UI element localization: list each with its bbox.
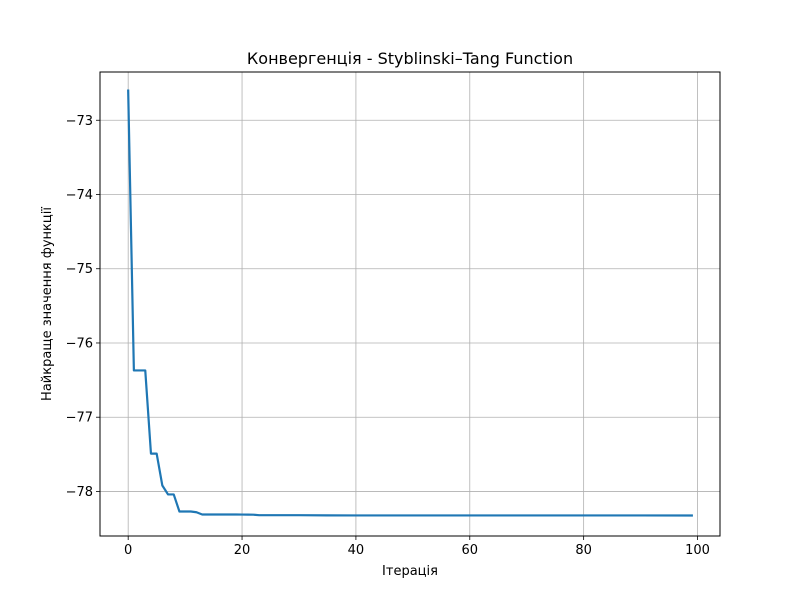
x-tick-label: 80	[575, 543, 592, 558]
x-tick-label: 60	[462, 543, 479, 558]
x-tick-label: 100	[685, 543, 710, 558]
y-axis-label: Найкраще значення функції	[40, 207, 55, 401]
chart-title: Конвергенція - Styblinski–Tang Function	[247, 49, 573, 68]
y-tick-label: −78	[66, 485, 93, 500]
x-tick-label: 20	[234, 543, 251, 558]
x-axis-label: Ітерація	[382, 564, 438, 579]
y-tick-label: −76	[66, 336, 93, 351]
x-tick-label: 40	[348, 543, 365, 558]
y-tick-label: −73	[66, 114, 93, 129]
plot-frame	[99, 71, 721, 537]
x-tick-label: 0	[124, 543, 132, 558]
x-axis-ticks: 0 20 40 60 80 100	[124, 536, 710, 558]
y-tick-label: −77	[66, 411, 93, 426]
y-tick-label: −74	[66, 188, 93, 203]
y-tick-label: −75	[66, 262, 93, 277]
grid	[100, 72, 720, 536]
plot-lines	[127, 89, 693, 517]
series-line-0	[127, 89, 693, 517]
y-axis-ticks: −78 −77 −76 −75 −74 −73	[66, 114, 100, 500]
